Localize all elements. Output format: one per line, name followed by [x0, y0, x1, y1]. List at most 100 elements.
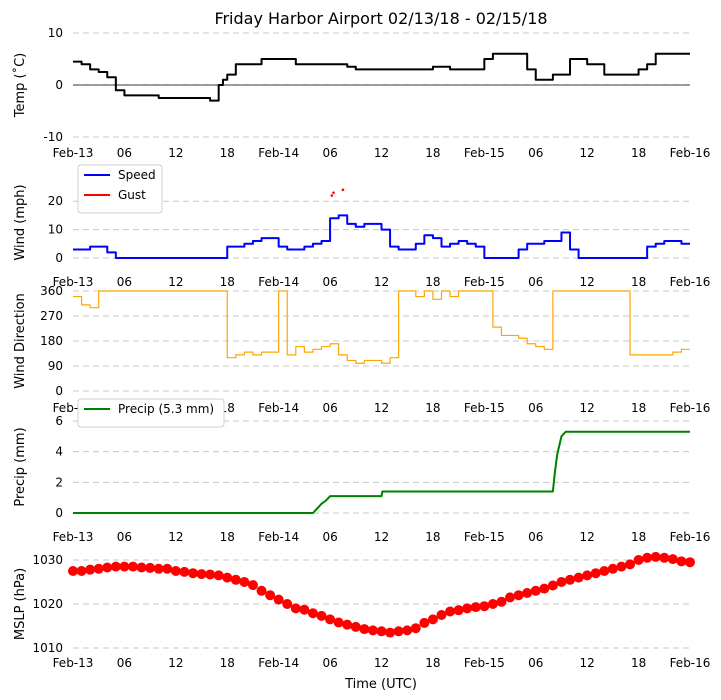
x-tick-label: Feb-16	[670, 401, 711, 415]
y-axis-label: Precip (mm)	[13, 427, 28, 506]
x-tick-label: 18	[220, 275, 235, 289]
x-tick-label: Feb-14	[258, 401, 299, 415]
data-point	[196, 569, 207, 580]
x-tick-label: 06	[528, 656, 543, 670]
data-point	[85, 564, 96, 575]
x-tick-label: 06	[528, 530, 543, 544]
data-point	[565, 574, 576, 585]
data-point	[162, 563, 173, 574]
data-point	[330, 194, 334, 197]
y-axis-label: MSLP (hPa)	[13, 568, 28, 640]
y-tick-label: 360	[40, 284, 63, 298]
panel-5: 1010 1020 1030 MSLP (hPa) Feb-13 06 12 18 Feb-14…	[13, 551, 710, 670]
x-tick-label: Feb-16	[670, 530, 711, 544]
y-tick-label: 0	[55, 78, 63, 92]
data-point	[582, 570, 593, 581]
x-tick-label: 18	[425, 146, 440, 160]
x-tick-label: 18	[220, 146, 235, 160]
x-tick-label: 18	[425, 656, 440, 670]
x-tick-label: Feb-15	[464, 401, 505, 415]
data-point	[342, 619, 353, 630]
data-point	[642, 552, 653, 563]
y-tick-label: 0	[55, 384, 63, 398]
y-axis-label: Wind (mph)	[13, 184, 28, 260]
data-point	[539, 583, 550, 594]
data-point	[230, 574, 241, 585]
panel-1: -10 0 10 Temp (˚C) Feb-13 06 12 18 Feb-14 06 12 18 F…	[12, 26, 710, 160]
data-point	[325, 614, 336, 625]
legend-box	[77, 398, 225, 428]
data-point	[222, 572, 233, 583]
legend-label: Speed	[118, 168, 156, 182]
y-tick-label: 6	[55, 414, 63, 428]
data-point	[393, 626, 404, 637]
x-tick-label: Feb-15	[464, 146, 505, 160]
y-tick-label: 270	[40, 309, 63, 323]
data-point	[530, 585, 541, 596]
x-tick-label: 06	[322, 530, 337, 544]
series-line	[73, 214, 690, 259]
x-tick-label: Feb-14	[258, 530, 299, 544]
legend-label: Gust	[118, 188, 146, 202]
data-point	[607, 563, 618, 574]
x-tick-label: 06	[528, 146, 543, 160]
x-tick-label: 12	[580, 146, 595, 160]
x-tick-label: 06	[322, 656, 337, 670]
x-tick-label: 12	[580, 530, 595, 544]
data-point	[667, 554, 678, 565]
data-point	[419, 617, 430, 628]
data-point	[367, 625, 378, 636]
data-point	[93, 563, 104, 574]
y-tick-label: 180	[40, 334, 63, 348]
data-point	[685, 557, 695, 568]
data-point	[136, 562, 147, 573]
x-tick-label: 12	[168, 146, 183, 160]
x-tick-label: Feb-16	[670, 275, 711, 289]
data-point	[153, 563, 164, 574]
x-tick-label: 12	[580, 656, 595, 670]
x-tick-label: Feb-13	[53, 275, 94, 289]
y-tick-label: -10	[43, 130, 63, 144]
x-tick-label: 12	[580, 275, 595, 289]
legend-label: Precip (5.3 mm)	[118, 402, 214, 416]
data-point	[445, 606, 456, 617]
series-line	[73, 430, 690, 514]
data-point	[341, 188, 345, 192]
data-point	[282, 599, 293, 609]
data-point	[187, 568, 198, 579]
data-point	[170, 566, 181, 576]
x-tick-label: Feb-14	[258, 275, 299, 289]
data-point	[68, 566, 78, 576]
panel-4: 0 2 4 6 Precip (mm) Feb-13 06 12 18 Feb-14 06 12 18 F…	[13, 398, 711, 544]
data-point	[332, 191, 335, 194]
data-point	[547, 580, 558, 591]
x-tick-label: 12	[374, 656, 389, 670]
x-tick-label: Feb-14	[258, 656, 299, 670]
data-point	[333, 617, 344, 628]
data-point	[385, 627, 396, 638]
data-point	[410, 623, 421, 634]
data-point	[273, 594, 284, 605]
data-point	[496, 596, 507, 607]
data-point	[633, 555, 644, 565]
y-tick-label: 90	[48, 359, 63, 373]
y-tick-label: 10	[48, 223, 63, 237]
y-tick-label: 0	[55, 506, 63, 520]
x-tick-label: Feb-14	[258, 146, 299, 160]
x-tick-label: 18	[220, 656, 235, 670]
x-tick-label: 12	[374, 146, 389, 160]
data-point	[513, 590, 524, 601]
x-tick-label: 18	[631, 530, 646, 544]
data-point	[76, 566, 87, 576]
data-point	[505, 592, 516, 603]
x-tick-label: 12	[580, 401, 595, 415]
x-tick-label: Feb-15	[464, 656, 505, 670]
data-point	[119, 561, 130, 572]
y-tick-label: 20	[48, 194, 63, 208]
y-tick-label: 1010	[32, 641, 63, 655]
x-tick-label: 06	[528, 275, 543, 289]
data-point	[307, 608, 318, 619]
data-point	[359, 624, 370, 635]
